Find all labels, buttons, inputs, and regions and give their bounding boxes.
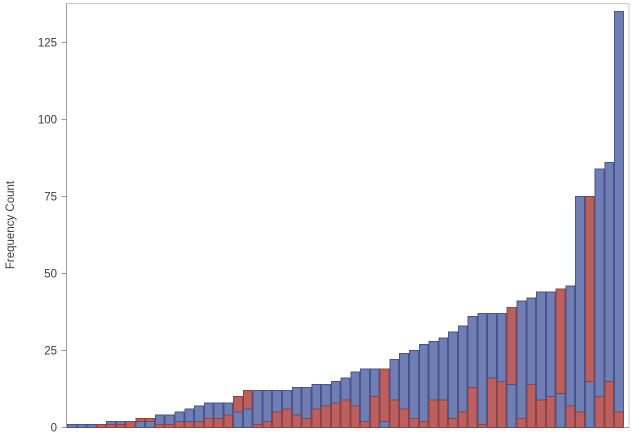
bar-red <box>174 420 185 428</box>
bar-red <box>369 396 380 429</box>
bar-blue <box>575 196 585 428</box>
bar-blue <box>409 350 419 428</box>
bar-red <box>604 380 615 428</box>
bar-red <box>340 399 351 428</box>
bar-red <box>565 405 576 429</box>
bar-red <box>272 411 282 429</box>
bar-blue <box>477 313 488 429</box>
bar-red <box>487 377 497 428</box>
bar-red <box>428 399 439 428</box>
bar-red <box>536 399 546 428</box>
plot-frame <box>66 3 630 428</box>
bar-red <box>526 383 537 429</box>
bar-blue <box>379 420 390 428</box>
bar-red <box>311 408 322 428</box>
bar-red <box>360 420 370 428</box>
bar-red <box>389 399 400 428</box>
y-tick-label: 50 <box>44 269 57 281</box>
bar-red <box>301 417 312 429</box>
bar-blue <box>516 300 527 428</box>
y-tick-label: 75 <box>44 192 57 204</box>
bar-blue <box>418 343 429 428</box>
y-tick-label: 100 <box>38 115 57 127</box>
bar-red <box>262 420 273 428</box>
bar-blue <box>555 393 566 428</box>
y-axis: 0 25 50 75 100 125 <box>38 38 67 435</box>
bar-red <box>223 414 234 428</box>
bar-red <box>399 408 410 428</box>
bar-blue <box>145 420 155 428</box>
bar-red <box>213 417 224 429</box>
bar-red <box>125 420 136 428</box>
y-tick-label: 125 <box>38 38 57 50</box>
bar-blue <box>252 390 263 429</box>
bar-red <box>184 420 195 428</box>
bar-blue <box>135 420 146 428</box>
bar-red <box>614 411 625 429</box>
y-tick-label: 0 <box>51 423 57 435</box>
bar-red <box>438 399 449 428</box>
bar-blue <box>594 168 605 428</box>
bar-red <box>96 423 107 429</box>
bar-blue <box>584 380 595 428</box>
bar-blue <box>67 423 77 429</box>
bar-red <box>477 423 488 429</box>
bar-red <box>448 417 458 429</box>
plot-area <box>67 11 625 429</box>
bar-red <box>545 396 556 429</box>
bar-red <box>350 405 361 429</box>
bar-red <box>467 386 478 428</box>
bar-red <box>418 420 429 428</box>
bar-blue <box>506 383 517 429</box>
bar-red <box>330 402 341 428</box>
bar-red <box>164 423 175 429</box>
bar-blue <box>448 331 458 428</box>
y-axis-title: Frequency Count <box>5 180 17 269</box>
bar-red <box>496 380 507 428</box>
bar-red <box>594 396 605 429</box>
bar-red <box>252 423 263 429</box>
bar-red <box>575 411 585 429</box>
bar-blue <box>86 423 97 429</box>
bar-blue <box>614 11 625 428</box>
bar-red <box>457 411 468 429</box>
bar-blue <box>76 423 87 429</box>
bar-red <box>409 417 419 429</box>
bar-red <box>291 414 302 428</box>
bar-blue <box>233 411 243 429</box>
bar-red <box>516 417 527 429</box>
bar-red <box>115 423 126 429</box>
bar-red <box>194 420 204 428</box>
bar-red <box>106 423 116 429</box>
bar-blue <box>242 408 253 428</box>
y-tick-label: 25 <box>44 346 57 358</box>
bar-red <box>203 417 214 429</box>
bar-red <box>379 368 390 429</box>
bar-red <box>281 408 292 428</box>
bar-red <box>154 423 165 429</box>
bar-blue <box>360 368 370 429</box>
bar-red <box>321 405 331 429</box>
